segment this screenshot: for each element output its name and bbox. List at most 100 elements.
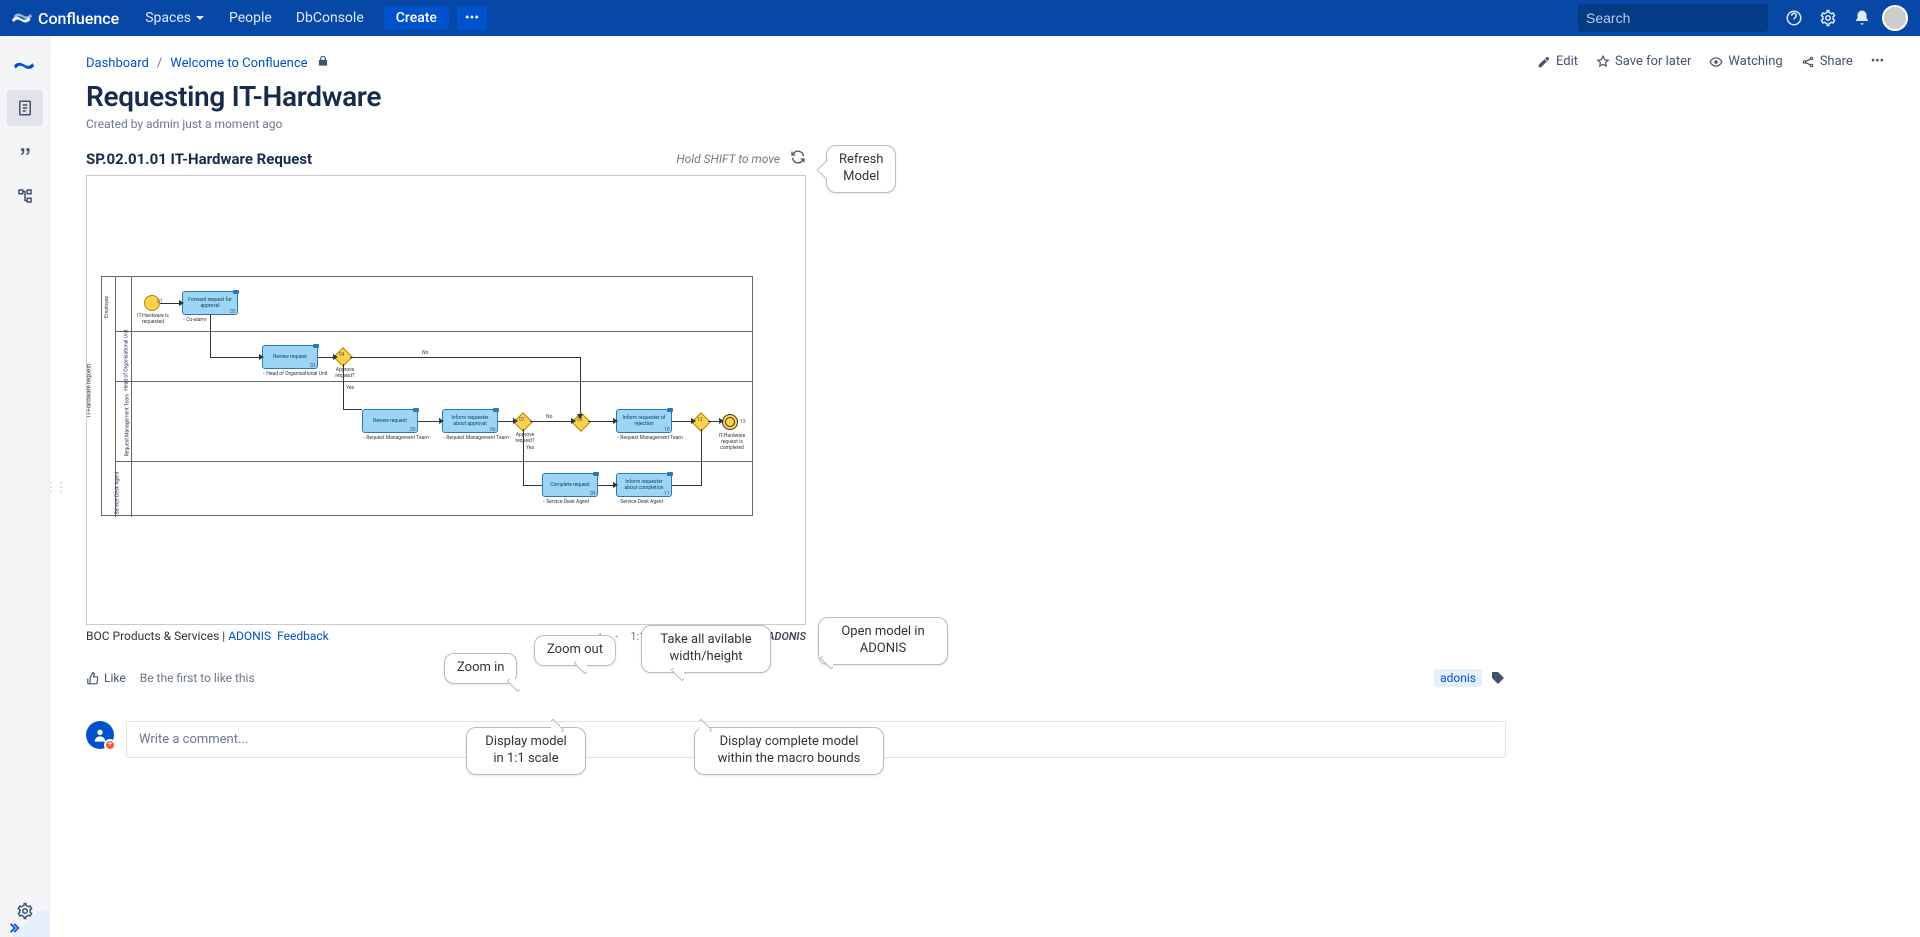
tag-row: adonis xyxy=(1434,669,1506,687)
nav-dbconsole[interactable]: DbConsole xyxy=(286,6,374,30)
feedback-link[interactable]: Feedback xyxy=(277,629,329,643)
callout-label: Open model in ADONIS xyxy=(841,624,924,656)
callout-label: Refresh Model xyxy=(839,152,883,184)
avatar[interactable] xyxy=(1882,5,1908,31)
help-icon[interactable] xyxy=(1780,4,1808,32)
bpmn-pool: IT-Hardware request Employee Head of Org… xyxy=(101,276,753,516)
like-button[interactable]: Like xyxy=(86,671,126,685)
notification-icon[interactable] xyxy=(1848,4,1876,32)
callout-open-adonis: Open model in ADONIS xyxy=(818,617,948,665)
task-num: 03 xyxy=(310,363,316,369)
adonis-link[interactable]: ADONIS xyxy=(228,629,271,643)
model-frame[interactable]: IT-Hardware request Employee Head of Org… xyxy=(86,175,806,625)
more-actions-button[interactable]: ••• xyxy=(1871,54,1884,69)
nav-items: Spaces People DbConsole Create ••• xyxy=(135,6,487,30)
search-input[interactable] xyxy=(1586,10,1767,26)
lane-label: Service Desk Agent xyxy=(114,471,120,514)
gear-icon[interactable] xyxy=(1814,4,1842,32)
footer-text: BOC Products & Services | xyxy=(86,629,228,643)
task-num: 01 xyxy=(157,299,163,305)
breadcrumb-dashboard[interactable]: Dashboard xyxy=(86,56,149,71)
flow-label: No xyxy=(422,350,428,356)
nav-people[interactable]: People xyxy=(219,6,282,30)
task-num: 11 xyxy=(664,491,670,497)
tag-icon[interactable] xyxy=(1490,670,1506,686)
gw-num: 12 xyxy=(697,417,703,423)
macro-title: SP.02.01.01 IT-Hardware Request xyxy=(86,150,312,168)
watching-button[interactable]: Watching xyxy=(1709,54,1782,69)
callout-zoom-out: Zoom out xyxy=(534,635,616,666)
like-label: Like xyxy=(104,671,126,685)
task-num: 09 xyxy=(590,491,596,497)
event-label: IT-Hardware request is completed xyxy=(714,433,750,451)
macro-hint: Hold SHIFT to move xyxy=(676,152,780,166)
callout-label: Zoom out xyxy=(547,642,603,657)
page-title: Requesting IT-Hardware xyxy=(86,80,1506,113)
like-hint: Be the first to like this xyxy=(140,671,255,685)
callout-max: Take all avilable width/height xyxy=(641,625,771,673)
macro-frame-wrap: Refresh Model IT-Hardware request Employ… xyxy=(86,175,806,643)
rail-confluence-icon[interactable] xyxy=(7,46,43,82)
task-num: 10 xyxy=(664,427,670,433)
zoom-out-button[interactable]: - xyxy=(615,630,618,643)
event-label: IT-Hardware is requested xyxy=(136,313,170,325)
like-row: Like Be the first to like this adonis xyxy=(86,671,1506,685)
action-label: Edit xyxy=(1556,54,1578,69)
role-label: Head of Organisational Unit xyxy=(262,371,327,377)
breadcrumb-sep: / xyxy=(157,56,162,71)
role-label: Co-alarm xyxy=(182,317,207,323)
action-label: Watching xyxy=(1728,54,1782,69)
more-button[interactable]: ••• xyxy=(457,6,487,30)
left-rail: ⋮⋮ xyxy=(0,36,50,937)
rail-pages-icon[interactable] xyxy=(7,90,43,126)
role-label: Request Management Team xyxy=(616,435,683,441)
add-icon: + xyxy=(104,739,116,751)
nav-right-icons xyxy=(1780,4,1908,32)
callout-refresh: Refresh Model xyxy=(826,145,896,193)
callout-scale-1-1: Display model in 1:1 scale xyxy=(466,727,586,775)
nav-item-label: Spaces xyxy=(145,10,191,26)
callout-label: Display complete model within the macro … xyxy=(718,734,861,766)
confluence-icon xyxy=(12,8,32,28)
rail-expand-button[interactable] xyxy=(0,911,50,937)
breadcrumb-space[interactable]: Welcome to Confluence xyxy=(170,56,307,71)
create-button[interactable]: Create xyxy=(384,6,449,30)
flow-label: No xyxy=(546,414,552,420)
pool-title: IT-Hardware request xyxy=(86,364,92,418)
tag-adonis[interactable]: adonis xyxy=(1434,669,1482,687)
nav-spaces[interactable]: Spaces xyxy=(135,6,215,30)
share-button[interactable]: Share xyxy=(1801,54,1853,69)
save-later-button[interactable]: Save for later xyxy=(1596,54,1691,69)
role-label: Request Management Team xyxy=(362,435,429,441)
task-num: 13 xyxy=(740,419,746,425)
comment-avatar[interactable]: + xyxy=(86,721,114,749)
callout-fit: Display complete model within the macro … xyxy=(694,727,884,775)
flow-label: Yes xyxy=(346,385,354,391)
restrictions-icon[interactable] xyxy=(316,54,330,72)
rail-quote-icon[interactable] xyxy=(7,134,43,170)
role-label: Request Management Team xyxy=(442,435,509,441)
callout-label: Take all avilable width/height xyxy=(660,632,751,664)
flow-label: Yes xyxy=(526,445,534,451)
gateway-label: Approve request? xyxy=(330,367,360,379)
nav-item-label: DbConsole xyxy=(296,10,364,26)
nav-item-label: People xyxy=(229,10,272,26)
breadcrumb: Dashboard / Welcome to Confluence xyxy=(86,54,1506,72)
gateway-label: Approve request? xyxy=(510,432,540,444)
refresh-button[interactable] xyxy=(790,149,806,169)
task-num: 05 xyxy=(410,427,416,433)
brand[interactable]: Confluence xyxy=(12,8,119,28)
rail-tree-icon[interactable] xyxy=(7,178,43,214)
lane-label: Request Management Team xyxy=(124,393,130,456)
macro-header: SP.02.01.01 IT-Hardware Request Hold SHI… xyxy=(86,149,806,169)
end-event xyxy=(722,414,738,430)
role-label: Service Desk Agent xyxy=(616,499,663,505)
task-num: 02 xyxy=(230,309,236,315)
top-nav: Confluence Spaces People DbConsole Creat… xyxy=(0,0,1920,36)
content: Dashboard / Welcome to Confluence Edit S… xyxy=(50,36,1920,937)
edit-button[interactable]: Edit xyxy=(1537,54,1578,69)
gw-num: 04 xyxy=(339,352,345,358)
gw-num: 07 xyxy=(519,417,525,423)
role-label: Service Desk Agent xyxy=(542,499,589,505)
search-box[interactable] xyxy=(1578,4,1768,32)
